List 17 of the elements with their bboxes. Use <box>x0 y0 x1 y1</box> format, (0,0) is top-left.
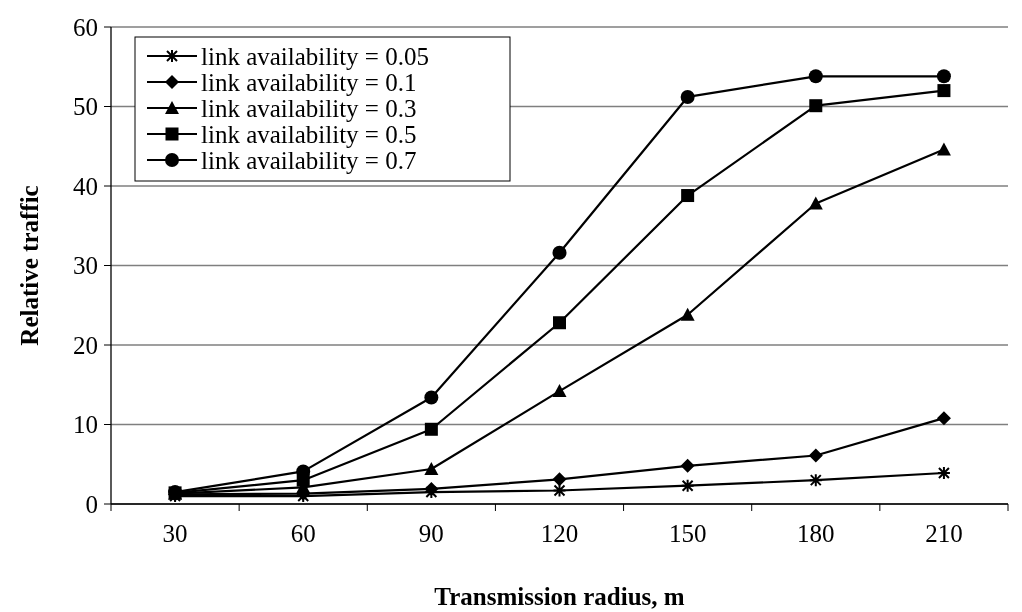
x-tick-label: 210 <box>925 520 963 547</box>
x-tick-label: 120 <box>540 520 579 547</box>
y-axis-title: Relative traffic <box>16 185 43 346</box>
x-tick-label: 90 <box>418 520 444 547</box>
y-tick-label: 10 <box>73 411 98 439</box>
y-tick-label: 60 <box>73 13 98 41</box>
x-tick-label: 30 <box>162 520 188 547</box>
legend-label: link availability = 0.05 <box>201 42 429 70</box>
y-tick-label: 0 <box>85 490 98 518</box>
y-tick-label: 40 <box>73 172 98 200</box>
y-tick-label: 50 <box>73 93 98 121</box>
x-tick-label: 180 <box>797 520 835 547</box>
x-axis-title: Transmission radius, m <box>434 583 685 610</box>
x-tick-label: 60 <box>290 520 316 547</box>
y-tick-label: 20 <box>73 331 98 359</box>
y-tick-label: 30 <box>73 252 98 280</box>
x-tick-label: 150 <box>668 520 707 547</box>
